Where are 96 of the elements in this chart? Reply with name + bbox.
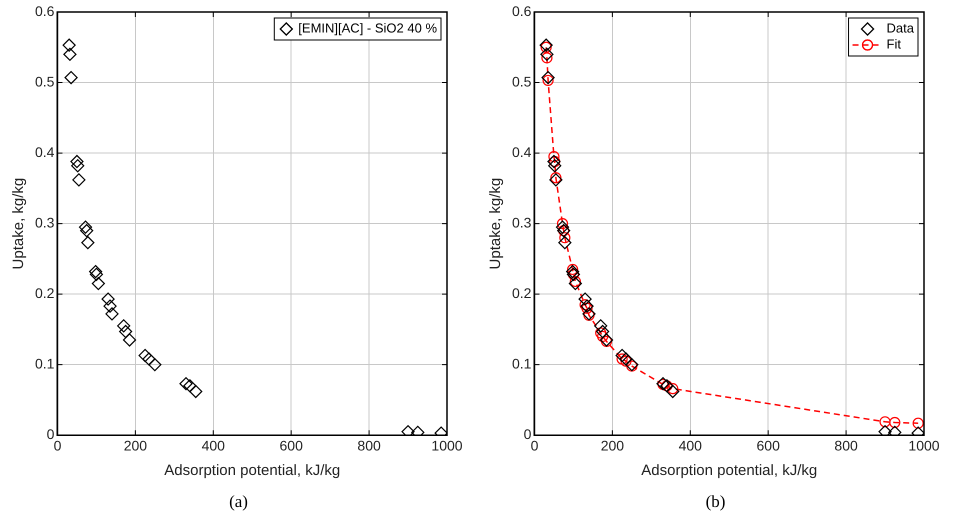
point [64, 70, 78, 84]
point [70, 154, 84, 168]
y-tick-label: 0 [46, 426, 55, 442]
x-axis-title: Adsorption potential, kJ/kg [164, 462, 340, 480]
point [541, 52, 553, 64]
point [600, 336, 612, 347]
text: (a) [228, 492, 249, 512]
point [117, 319, 130, 332]
point [542, 74, 554, 86]
point [616, 353, 628, 365]
point [566, 264, 580, 278]
y-tick-label: 0.2 [34, 284, 55, 301]
point [63, 48, 77, 61]
point [616, 348, 629, 362]
point [103, 300, 117, 313]
y-tick-label: 0.1 [34, 356, 55, 372]
point [580, 299, 591, 310]
point [666, 384, 680, 398]
y-tick-label: 0.1 [512, 356, 532, 372]
x-tick-label: 200 [124, 437, 148, 454]
point [540, 48, 554, 61]
x-tick-label: 600 [280, 437, 304, 454]
point [879, 416, 891, 428]
point [142, 352, 156, 366]
x-tick-label: 400 [678, 437, 702, 454]
y-tick-label: 0.3 [512, 214, 532, 230]
y-tick-label: 0.2 [512, 284, 532, 301]
legend-label: [EMIN][AC] - SiO2 40 % [298, 20, 438, 36]
x-tick-label: 200 [600, 437, 624, 454]
point [92, 276, 105, 290]
point [556, 218, 568, 230]
x-tick-label: 1000 [908, 437, 940, 454]
point [72, 173, 86, 186]
point [78, 220, 92, 234]
x-tick-label: 1000 [431, 437, 463, 454]
y-axis-title: Uptake, kg/kg [10, 178, 28, 270]
point [81, 236, 94, 250]
point [89, 264, 102, 278]
point [62, 38, 76, 52]
x-tick-label: 800 [357, 437, 381, 454]
point [138, 348, 152, 362]
point [548, 150, 560, 162]
y-tick-label: 0.5 [512, 73, 532, 90]
legend-label: Fit [886, 36, 902, 52]
point [189, 384, 202, 398]
point [620, 356, 632, 367]
point [556, 220, 570, 234]
point [596, 324, 610, 338]
point [578, 292, 592, 306]
point [582, 307, 596, 320]
point [179, 377, 193, 390]
point [580, 300, 594, 313]
point [90, 268, 104, 281]
point [105, 307, 119, 320]
point [559, 232, 570, 244]
x-axis-title: Adsorption potential, kJ/kg [641, 462, 818, 480]
point [183, 379, 197, 392]
point [595, 327, 606, 339]
point [540, 38, 553, 52]
point [558, 236, 572, 250]
point [568, 276, 582, 290]
y-axis-title: Uptake, kg/kg [487, 178, 504, 270]
y-tick-label: 0.6 [512, 2, 532, 19]
point [122, 333, 136, 347]
point [667, 383, 678, 394]
point [550, 172, 562, 184]
y-tick-label: 0.5 [34, 73, 55, 90]
y-tick-label: 0 [524, 426, 532, 442]
point [119, 324, 132, 338]
x-tick-label: 400 [202, 437, 226, 454]
point [148, 358, 162, 372]
point [541, 70, 555, 84]
point [594, 319, 608, 332]
x-tick-label: 800 [834, 437, 858, 454]
point [102, 292, 115, 306]
point [583, 310, 595, 321]
point [570, 276, 581, 288]
point [600, 333, 614, 347]
point [548, 159, 562, 172]
y-tick-label: 0.4 [512, 144, 532, 160]
point [597, 330, 608, 342]
y-tick-label: 0.6 [34, 2, 55, 19]
y-tick-label: 0.4 [34, 144, 55, 160]
point [549, 173, 562, 186]
point [912, 418, 924, 429]
point [619, 352, 633, 366]
text: (b) [704, 492, 726, 512]
x-tick-label: 600 [756, 437, 780, 454]
legend-label: Data [886, 20, 915, 36]
point [581, 302, 593, 314]
point [80, 224, 94, 238]
point [540, 42, 552, 53]
point [889, 416, 900, 428]
point [567, 264, 578, 276]
y-tick-label: 0.3 [34, 214, 55, 230]
point [71, 159, 84, 172]
